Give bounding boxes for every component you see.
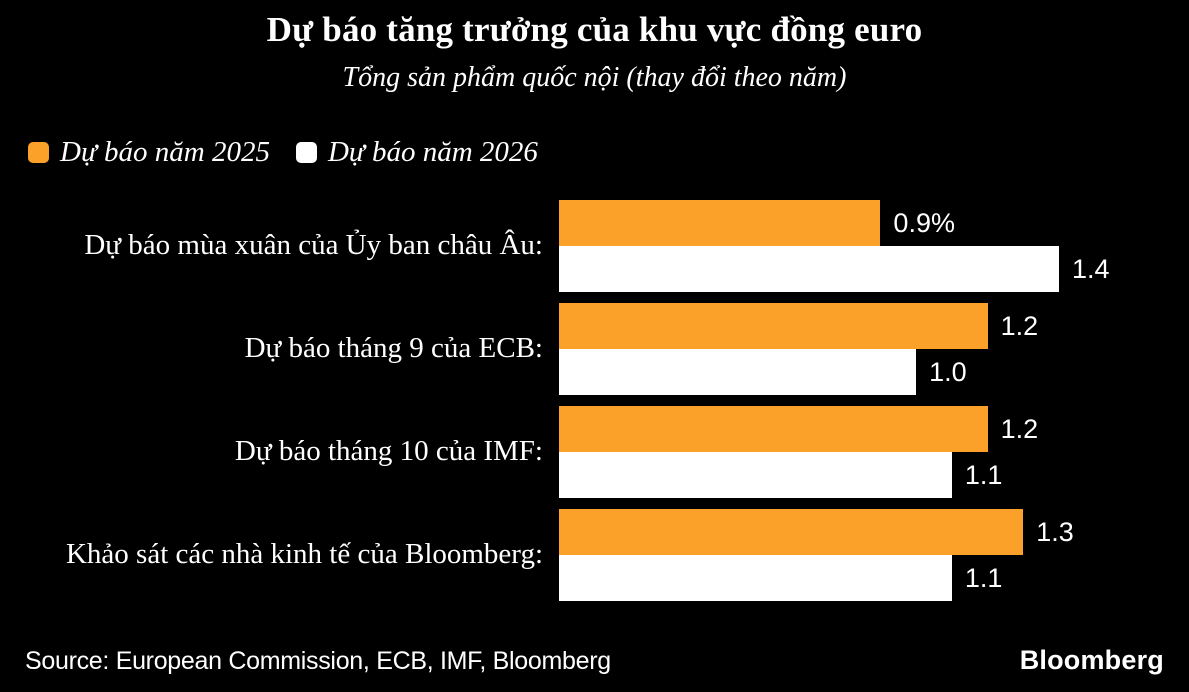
bar-line: 1.2 bbox=[559, 303, 1159, 349]
bar-line: 1.1 bbox=[559, 452, 1159, 498]
legend-swatch-2026 bbox=[295, 142, 317, 163]
bar-2026 bbox=[559, 555, 952, 601]
chart-row: Dự báo mùa xuân của Ủy ban châu Âu: 0.9% 1… bbox=[0, 200, 1189, 292]
category-label: Dự báo tháng 9 của ECB: bbox=[244, 332, 543, 365]
chart-title: Dự báo tăng trưởng của khu vực đồng euro bbox=[266, 10, 923, 49]
legend-swatch-2025 bbox=[28, 142, 49, 163]
bar-group: 1.2 1.1 bbox=[559, 406, 1159, 498]
bar-group: 1.3 1.1 bbox=[559, 509, 1159, 601]
bar-group: 0.9% 1.4 bbox=[559, 200, 1159, 292]
bar-value-label: 1.2 bbox=[1000, 310, 1039, 341]
legend-item-2026: Dự báo năm 2026 bbox=[295, 136, 538, 169]
bar-value-label: 1.4 bbox=[1072, 253, 1110, 284]
bar-value-label: 1.3 bbox=[1036, 516, 1074, 547]
bar-2026 bbox=[559, 349, 917, 395]
legend: Dự báo năm 2025 Dự báo năm 2026 bbox=[28, 136, 1189, 169]
bloomberg-logo: Bloomberg bbox=[1019, 645, 1164, 675]
category-label: Dự báo mùa xuân của Ủy ban châu Âu: bbox=[84, 229, 543, 262]
bar-line: 0.9% bbox=[559, 200, 1159, 246]
chart-row: Khảo sát các nhà kinh tế của Bloomberg: 1… bbox=[0, 509, 1189, 601]
bar-2025 bbox=[559, 509, 1024, 555]
chart-row: Dự báo tháng 10 của IMF: 1.2 1.1 bbox=[0, 406, 1189, 498]
bar-line: 1.0 bbox=[559, 349, 1159, 395]
category-label: Khảo sát các nhà kinh tế của Bloomberg: bbox=[65, 538, 543, 571]
category-label: Dự báo tháng 10 của IMF: bbox=[234, 435, 543, 468]
footer: Source: European Commission, ECB, IMF, B… bbox=[25, 645, 1164, 676]
legend-label: Dự báo năm 2026 bbox=[327, 136, 538, 168]
bar-2025 bbox=[559, 303, 988, 349]
bar-value-label: 1.0 bbox=[929, 356, 967, 387]
chart-row: Dự báo tháng 9 của ECB: 1.2 1.0 bbox=[0, 303, 1189, 395]
bar-line: 1.3 bbox=[559, 509, 1159, 555]
bar-2025 bbox=[559, 406, 988, 452]
source-note: Source: European Commission, ECB, IMF, B… bbox=[25, 647, 611, 675]
chart-subtitle: Tổng sản phẩm quốc nội (thay đổi theo nă… bbox=[342, 62, 847, 93]
bar-2026 bbox=[559, 452, 952, 498]
bar-line: 1.2 bbox=[559, 406, 1159, 452]
legend-item-2025: Dự báo năm 2025 bbox=[28, 136, 270, 169]
bar-2025 bbox=[559, 200, 881, 246]
legend-label: Dự báo năm 2025 bbox=[60, 136, 270, 168]
bar-value-label: 1.1 bbox=[964, 459, 1003, 490]
bar-line: 1.4 bbox=[559, 246, 1159, 292]
bar-value-label: 0.9% bbox=[893, 207, 955, 238]
bar-line: 1.1 bbox=[559, 555, 1159, 601]
bar-chart: Dự báo mùa xuân của Ủy ban châu Âu: 0.9% 1… bbox=[0, 200, 1189, 601]
bar-2026 bbox=[559, 246, 1059, 292]
bar-value-label: 1.1 bbox=[964, 562, 1003, 593]
bar-group: 1.2 1.0 bbox=[559, 303, 1159, 395]
bar-value-label: 1.2 bbox=[1000, 413, 1039, 444]
